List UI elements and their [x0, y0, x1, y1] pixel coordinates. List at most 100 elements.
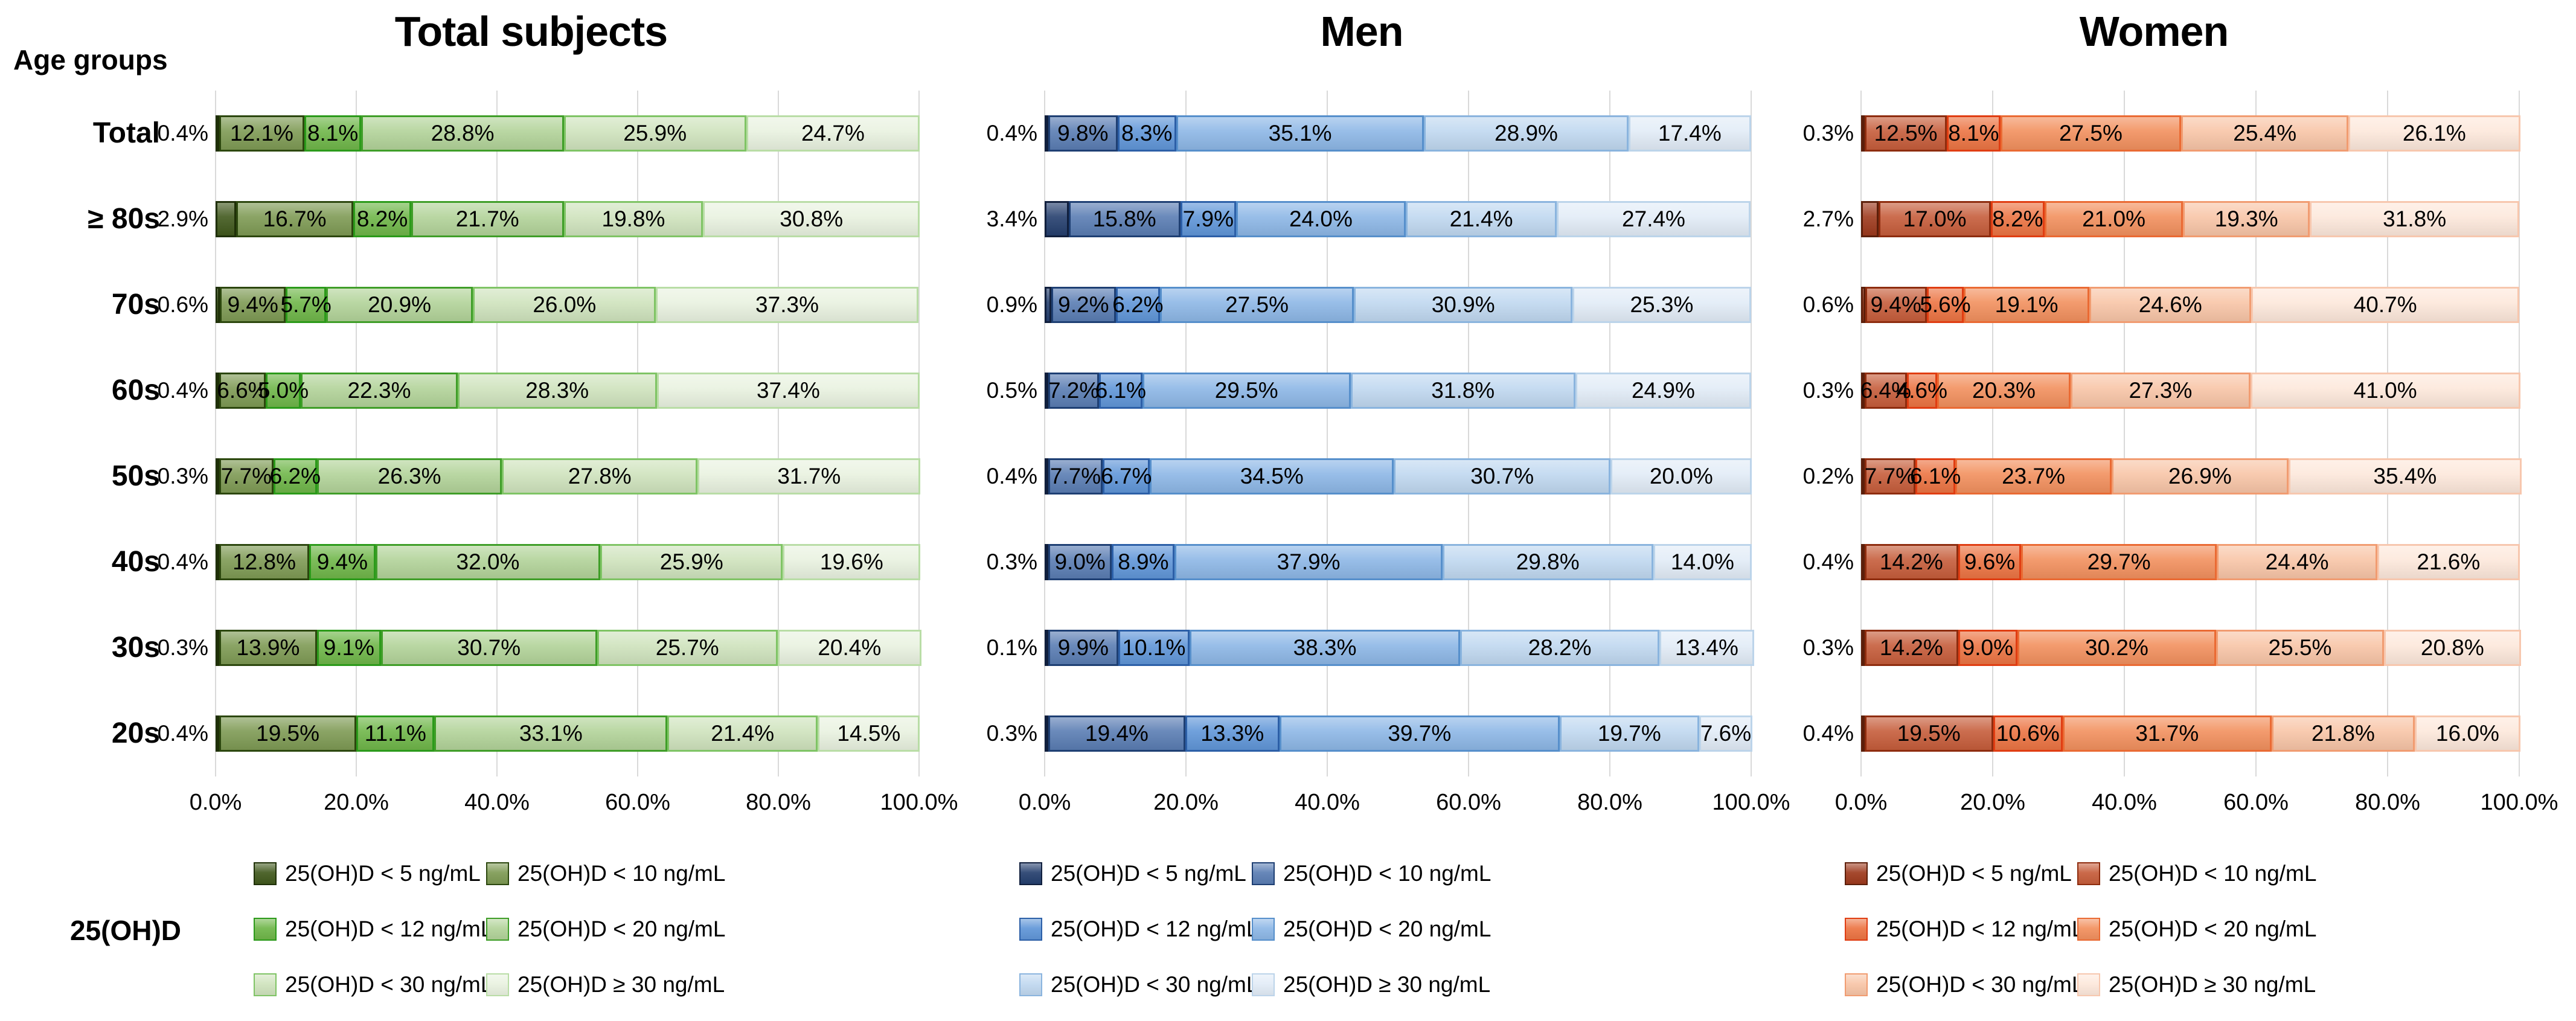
- bar-segment: 19.4%: [1048, 715, 1185, 752]
- bar-segment: [1861, 287, 1865, 323]
- gridline: [2124, 91, 2125, 776]
- bar-segment: [1861, 630, 1865, 666]
- outside-data-label: 0.3%: [1802, 121, 1854, 146]
- outside-data-label: 0.3%: [986, 549, 1037, 574]
- bar-segment: 27.5%: [2000, 115, 2182, 152]
- data-label: 6.1%: [1095, 378, 1147, 403]
- data-label: 34.5%: [1240, 464, 1304, 488]
- legend-swatch: [486, 973, 509, 996]
- gridline: [918, 91, 920, 776]
- stacked-bar: 9.2% 6.2% 27.5% 30.9% 25.3%: [1045, 287, 1751, 323]
- data-label: 27.8%: [568, 464, 632, 488]
- outside-data-label: 0.3%: [986, 721, 1037, 746]
- bar-segment: 20.8%: [2383, 630, 2521, 666]
- bar-segment: 5.7%: [281, 287, 332, 323]
- bar-segment: [216, 458, 219, 494]
- legend-label: 25(OH)D < 12 ng/mL: [285, 917, 493, 941]
- data-label: 35.4%: [2373, 464, 2437, 488]
- bar-segment: 22.3%: [301, 373, 458, 409]
- row-label-80s: ≥ 80s: [88, 203, 160, 235]
- legend-swatch: [486, 862, 509, 885]
- bar-segment: 26.9%: [2111, 458, 2289, 494]
- legend-swatch: [1845, 973, 1868, 996]
- data-label: 10.1%: [1122, 635, 1186, 660]
- data-label: 29.7%: [2087, 549, 2151, 574]
- bar-segment: 7.7%: [219, 458, 274, 494]
- outside-data-label: 0.4%: [157, 378, 208, 403]
- bar-segment: 17.4%: [1628, 115, 1752, 152]
- data-label: 31.8%: [1431, 378, 1495, 403]
- legend-swatch: [1019, 918, 1042, 941]
- x-axis-tick: 60.0%: [1436, 790, 1501, 815]
- bar-segment: [1045, 201, 1069, 237]
- data-label: 20.0%: [1649, 464, 1713, 488]
- bar-segment: 9.6%: [1958, 544, 2022, 580]
- bar-segment: 9.4%: [309, 544, 376, 580]
- legend-swatch: [1252, 862, 1275, 885]
- bar-segment: 7.9%: [1180, 201, 1237, 237]
- bar-segment: 29.5%: [1142, 373, 1351, 409]
- data-label: 8.9%: [1118, 549, 1169, 574]
- legend-swatch: [1845, 862, 1868, 885]
- bar-segment: 19.5%: [219, 715, 357, 752]
- data-label: 24.4%: [2265, 549, 2329, 574]
- outside-data-label: 0.6%: [157, 292, 208, 317]
- bar-segment: 6.1%: [1095, 373, 1146, 409]
- bar-segment: 6.7%: [1101, 458, 1152, 494]
- gridline: [1327, 91, 1328, 776]
- stacked-bar: 14.2% 9.0% 30.2% 25.5% 20.8%: [1861, 630, 2521, 666]
- data-label: 21.4%: [1449, 206, 1513, 231]
- bar-segment: 29.7%: [2021, 544, 2217, 580]
- panel-title: Total subjects: [394, 8, 668, 55]
- bar-segment: 7.2%: [1048, 373, 1099, 409]
- legend-label: 25(OH)D < 10 ng/mL: [517, 861, 726, 886]
- data-label: 17.4%: [1658, 121, 1722, 146]
- gridline: [1185, 91, 1187, 776]
- legend-swatch: [2077, 918, 2100, 941]
- bar-segment: 25.5%: [2216, 630, 2384, 666]
- data-label: 19.5%: [1897, 721, 1961, 746]
- bar-segment: [1861, 201, 1879, 237]
- data-label: 28.8%: [431, 121, 495, 146]
- data-label: 39.7%: [1388, 721, 1452, 746]
- ohd-axis-group-label: 25(OH)D: [69, 915, 181, 946]
- data-label: 25.4%: [2233, 121, 2297, 146]
- bar-segment: 14.0%: [1653, 544, 1752, 580]
- legend-label: 25(OH)D < 5 ng/mL: [1876, 861, 2072, 886]
- data-label: 20.3%: [1972, 378, 2036, 403]
- bar-segment: 5.0%: [258, 373, 309, 409]
- data-label: 22.3%: [347, 378, 411, 403]
- data-label: 8.2%: [356, 206, 408, 231]
- data-label: 24.7%: [801, 121, 865, 146]
- x-axis-tick: 80.0%: [1577, 790, 1642, 815]
- data-label: 12.1%: [230, 121, 293, 146]
- x-axis-tick: 40.0%: [2092, 790, 2157, 815]
- stacked-bar: 7.7% 6.2% 26.3% 27.8% 31.7%: [216, 458, 921, 494]
- data-label: 21.8%: [2311, 721, 2375, 746]
- bar-segment: 9.8%: [1048, 115, 1118, 152]
- panel-title: Women: [2079, 8, 2229, 55]
- bar-segment: [1045, 630, 1048, 666]
- legend-label: 25(OH)D < 30 ng/mL: [285, 972, 493, 997]
- gridline: [2387, 91, 2388, 776]
- bar-segment: 14.2%: [1865, 630, 1958, 666]
- outside-data-label: 0.3%: [1802, 378, 1854, 403]
- bar-segment: 30.7%: [1394, 458, 1611, 494]
- data-label: 14.2%: [1879, 549, 1943, 574]
- x-axis-tick: 0.0%: [1018, 790, 1071, 815]
- data-label: 9.4%: [227, 292, 278, 317]
- data-label: 6.2%: [1112, 292, 1164, 317]
- data-label: 9.2%: [1058, 292, 1109, 317]
- stacked-bar: 12.5% 8.1% 27.5% 25.4% 26.1%: [1861, 115, 2520, 152]
- outside-data-label: 3.4%: [986, 206, 1037, 231]
- bar-segment: 6.2%: [270, 458, 321, 494]
- data-label: 29.5%: [1214, 378, 1278, 403]
- outside-data-label: 0.4%: [1802, 549, 1854, 574]
- data-label: 7.7%: [1864, 464, 1916, 488]
- bar-segment: 25.4%: [2181, 115, 2349, 152]
- data-label: 26.3%: [377, 464, 441, 488]
- data-label: 9.9%: [1057, 635, 1109, 660]
- bar-segment: 6.1%: [1910, 458, 1961, 494]
- bar-segment: [1861, 115, 1865, 152]
